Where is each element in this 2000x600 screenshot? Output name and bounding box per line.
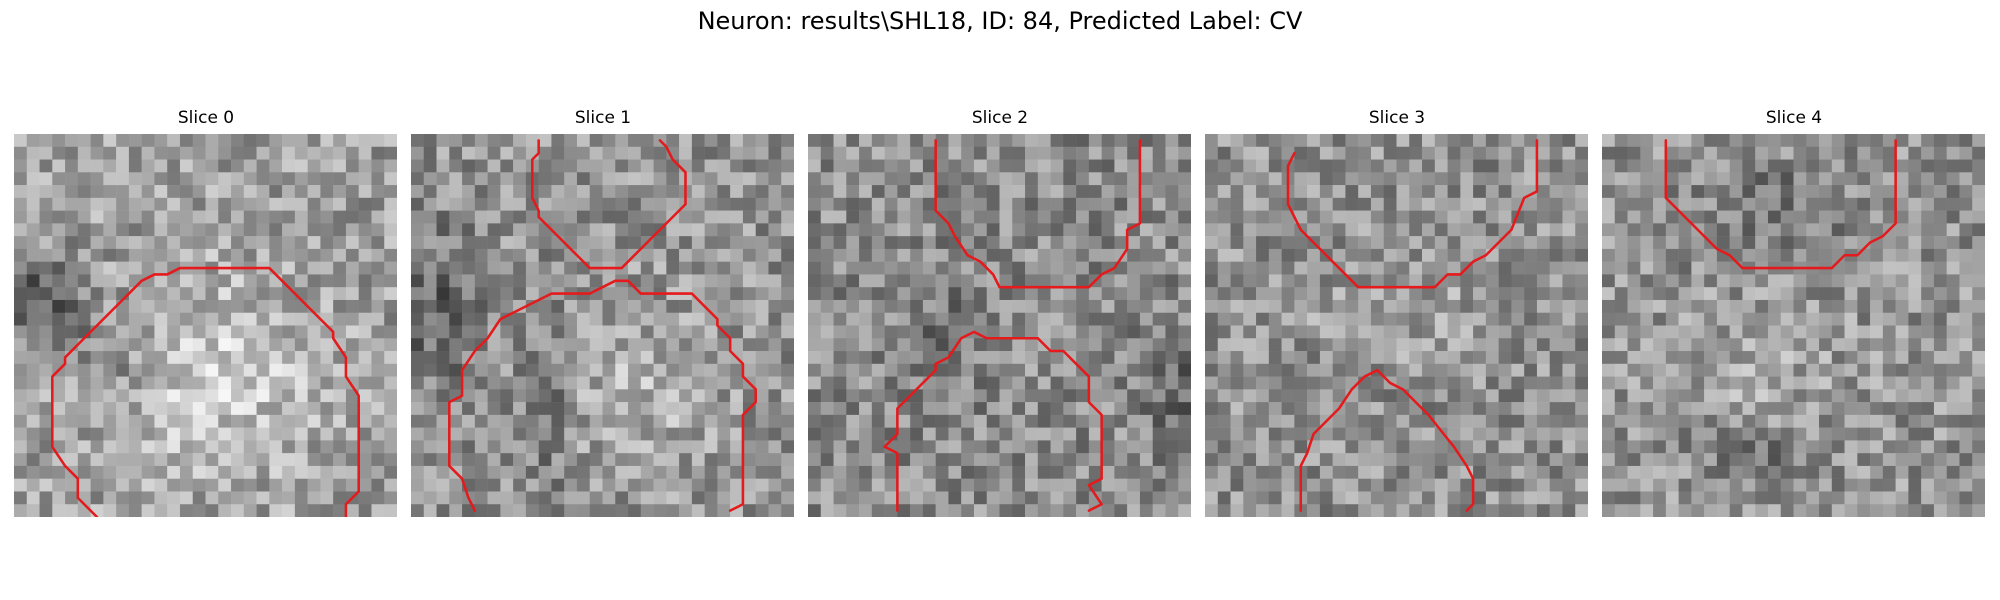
- slice-image-1: [411, 134, 794, 517]
- figure-title: Neuron: results\SHL18, ID: 84, Predicted…: [697, 7, 1303, 35]
- slice-title-4: Slice 4: [1765, 108, 1823, 128]
- contour-line-1: [448, 279, 757, 512]
- contour-line-0: [934, 139, 1142, 289]
- slice-title-0: Slice 0: [177, 108, 235, 128]
- slice-title-2: Slice 2: [971, 108, 1029, 128]
- pixel-grid: [14, 134, 397, 517]
- contour-line-0: [1664, 139, 1897, 270]
- pixel-grid: [1602, 134, 1985, 517]
- contour-line-0: [531, 139, 687, 270]
- pixel-grid: [1205, 134, 1588, 517]
- slice-image-0: [14, 134, 397, 517]
- pixel-grid: [411, 134, 794, 517]
- pixel-grid: [808, 134, 1191, 517]
- slice-title-3: Slice 3: [1368, 108, 1426, 128]
- slice-image-3: [1205, 134, 1588, 517]
- slice-image-2: [808, 134, 1191, 517]
- contour-line-0: [1286, 139, 1539, 289]
- slice-title-1: Slice 1: [574, 108, 632, 128]
- contour-line-0: [51, 266, 360, 517]
- contour-line-1: [1299, 368, 1475, 512]
- contour-line-1: [883, 330, 1103, 512]
- slice-image-4: [1602, 134, 1985, 517]
